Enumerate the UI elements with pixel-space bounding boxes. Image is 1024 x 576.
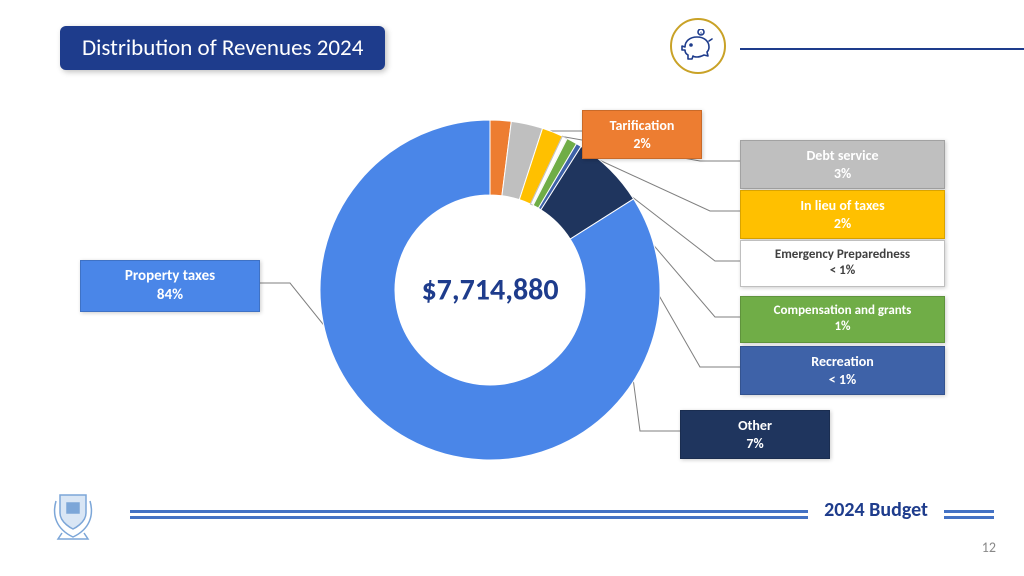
label-debt: Debt service3% — [740, 140, 945, 189]
label-name: Compensation and grants — [751, 303, 934, 319]
slide: Distribution of Revenues 2024 $ $7,714,8… — [0, 0, 1024, 576]
label-property: Property taxes84% — [80, 260, 260, 312]
label-pct: 84% — [91, 286, 249, 305]
label-pct: 7% — [691, 435, 819, 453]
crest-logo — [50, 489, 96, 546]
label-recreation: Recreation< 1% — [740, 346, 945, 395]
label-pct: 1% — [751, 319, 934, 335]
label-name: Recreation — [751, 353, 934, 371]
label-other: Other7% — [680, 410, 830, 459]
label-pct: 2% — [751, 215, 934, 233]
page-number: 12 — [982, 539, 996, 556]
label-name: In lieu of taxes — [751, 197, 934, 215]
chart-center-value: $7,714,880 — [421, 272, 558, 309]
label-pct: < 1% — [751, 263, 934, 279]
label-name: Emergency Preparedness — [751, 247, 934, 263]
label-pct: 2% — [593, 135, 691, 153]
label-emergency: Emergency Preparedness< 1% — [740, 240, 945, 287]
label-inlieu: In lieu of taxes2% — [740, 190, 945, 239]
label-name: Property taxes — [91, 267, 249, 286]
donut-chart: $7,714,880 — [320, 120, 660, 460]
label-pct: 3% — [751, 165, 934, 183]
footer-label: 2024 Budget — [808, 498, 944, 522]
label-pct: < 1% — [751, 371, 934, 389]
label-name: Other — [691, 417, 819, 435]
label-tarification: Tarification2% — [582, 110, 702, 159]
label-comp: Compensation and grants1% — [740, 296, 945, 343]
label-name: Tarification — [593, 117, 691, 135]
label-name: Debt service — [751, 147, 934, 165]
